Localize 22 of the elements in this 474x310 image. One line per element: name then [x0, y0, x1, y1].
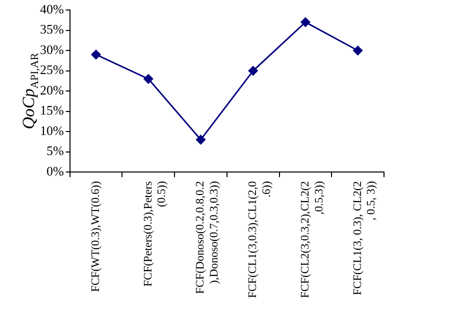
point [353, 46, 363, 56]
y-tick-label: 40% [40, 1, 64, 16]
y-tick-label: 5% [46, 143, 64, 158]
point [248, 66, 258, 76]
point [196, 134, 206, 144]
x-tick-label: FCF(CL1(3,0.3),CL1(2,0.6)) [247, 180, 273, 298]
point [300, 17, 310, 27]
x-tick-label: FCF(CL2(3,0.3,2),CL2(2,0.5,3)) [299, 180, 326, 298]
point [91, 50, 101, 60]
y-tick-label: 30% [40, 42, 64, 57]
y-tick-label: 25% [40, 62, 64, 78]
point [144, 74, 154, 84]
y-tick-label: 10% [40, 122, 64, 138]
x-tick-label: FCF(CL1(3, 0.3), CL2(2, 0.5, 3)) [352, 180, 378, 296]
y-tick-label: 20% [40, 82, 64, 98]
y-axis-title: QoCpAPI,AR [19, 52, 41, 130]
y-tick-label: 15% [40, 102, 64, 118]
y-tick-label: 35% [40, 22, 64, 37]
x-tick-label: FCF(WT(0.3),WT(0.6)) [90, 180, 102, 292]
y-tick-label: 0% [46, 164, 64, 178]
x-tick-label: FCF(Peters(0.3),Peters(0.5)) [142, 180, 168, 286]
x-tick-label: FCF(Donoso(0.2,0.8,0.2),Donoso(0.7,0.3,0.3)) [194, 180, 221, 294]
